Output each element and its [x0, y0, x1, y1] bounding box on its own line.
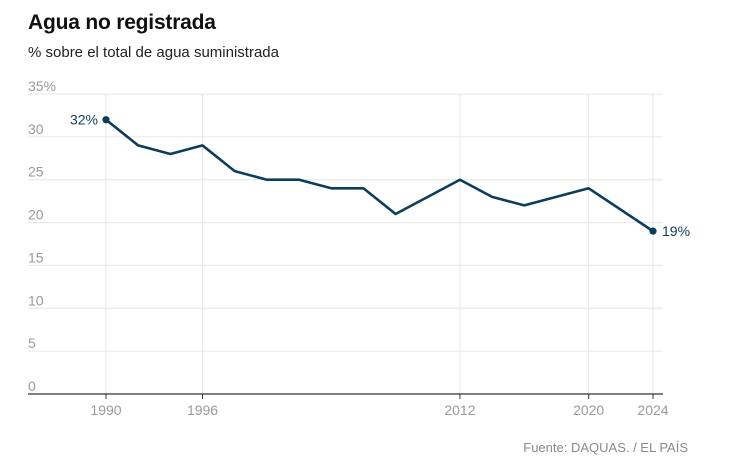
x-tick-label: 1996 — [187, 402, 218, 418]
source-note: Fuente: DAQUAS. / EL PAÍS — [523, 440, 688, 455]
x-tick-label: 1990 — [90, 402, 121, 418]
endpoint-marker — [649, 227, 657, 235]
y-tick-label: 20 — [28, 207, 44, 223]
y-tick-label: 5 — [28, 335, 36, 351]
data-label: 19% — [662, 223, 690, 239]
y-tick-label: 25 — [28, 164, 44, 180]
y-tick-label: 35% — [28, 78, 56, 94]
y-tick-label: 0 — [28, 378, 36, 394]
y-tick-label: 15 — [28, 249, 44, 265]
chart-subtitle: % sobre el total de agua suministrada — [28, 44, 279, 61]
data-label: 32% — [70, 112, 98, 128]
endpoint-marker — [102, 116, 110, 124]
x-tick-label: 2024 — [637, 402, 668, 418]
x-tick-label: 2012 — [444, 402, 475, 418]
series-line — [104, 118, 655, 233]
x-tick-label: 2020 — [573, 402, 604, 418]
y-tick-label: 10 — [28, 292, 44, 308]
chart-title: Agua no registrada — [28, 11, 216, 34]
y-tick-label: 30 — [28, 121, 44, 137]
